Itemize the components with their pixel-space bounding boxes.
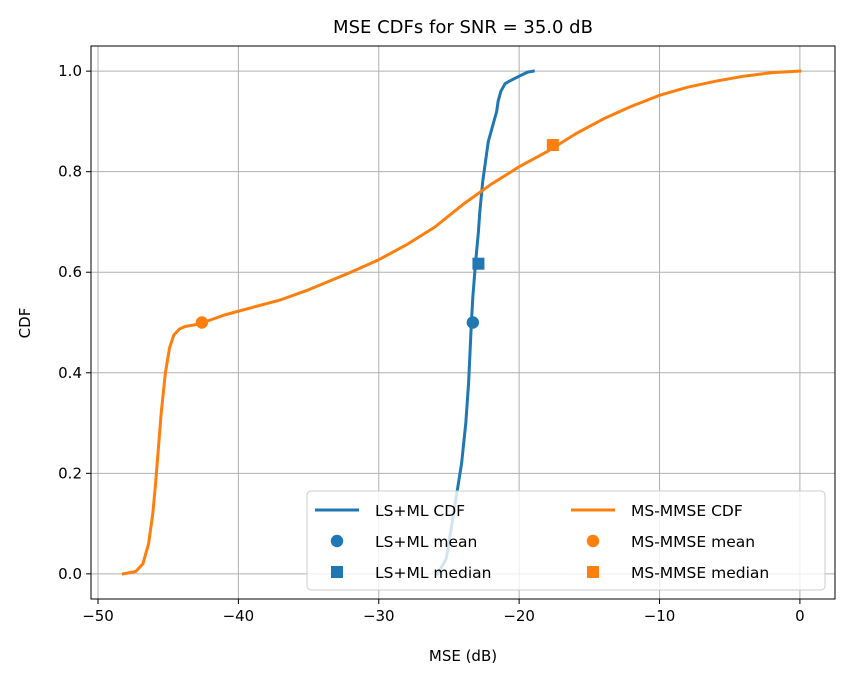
tick-layer: −50 −40 −30 −20 −10 0 0.0 0.2 0.4 0.6 0.8 1.0 — [58, 62, 805, 625]
x-tick-label: −50 — [82, 607, 114, 625]
ls-ml-median-marker — [472, 257, 485, 270]
legend-label-ls-ml-median: LS+ML median — [375, 564, 492, 582]
legend: LS+ML CDF MS-MMSE CDF LS+ML mean MS-MMSE me… — [306, 490, 826, 591]
x-tick-label: −30 — [363, 607, 395, 625]
y-tick-label: 0.0 — [58, 565, 82, 583]
legend-swatch-ms-mmse-mean — [586, 534, 600, 548]
legend-label-ms-mmse-median: MS-MMSE median — [631, 564, 769, 582]
y-tick-label: 0.4 — [58, 364, 82, 382]
legend-label-ls-ml-mean: LS+ML mean — [375, 533, 477, 551]
y-tick-label: 1.0 — [58, 62, 82, 80]
grid-layer — [91, 46, 835, 599]
legend-swatch-ls-ml-median — [331, 566, 343, 578]
y-tick-label: 0.6 — [58, 263, 82, 281]
legend-swatch-ms-mmse-median — [587, 566, 599, 578]
ls-ml-mean-marker — [466, 316, 480, 329]
ms-mmse-cdfline — [121, 69, 802, 576]
legend-frame — [306, 490, 826, 591]
legend-label-ms-mmse-mean: MS-MMSE mean — [631, 533, 755, 551]
y-tick-label: 0.2 — [58, 464, 82, 482]
legend-swatch-ls-ml-mean — [330, 534, 344, 548]
x-tick-label: −10 — [644, 607, 676, 625]
ms-mmse-mean-marker — [195, 316, 209, 329]
ls-ml-cdfline — [435, 69, 535, 576]
chart-title: MSE CDFs for SNR = 35.0 dB — [333, 17, 593, 38]
legend-label-ms-mmse-cdf: MS-MMSE CDF — [631, 502, 743, 520]
plot-frame — [90, 45, 836, 600]
legend-label-ls-ml-cdf: LS+ML CDF — [375, 502, 465, 520]
ms-mmse-median-marker — [546, 139, 559, 152]
data-layer — [121, 69, 802, 576]
x-tick-label: −20 — [503, 607, 535, 625]
y-axis-title: CDF — [16, 308, 34, 339]
x-axis-title: MSE (dB) — [429, 647, 497, 665]
x-tick-label: −40 — [223, 607, 255, 625]
y-tick-label: 0.8 — [58, 163, 82, 181]
x-tick-label: 0 — [795, 607, 805, 625]
